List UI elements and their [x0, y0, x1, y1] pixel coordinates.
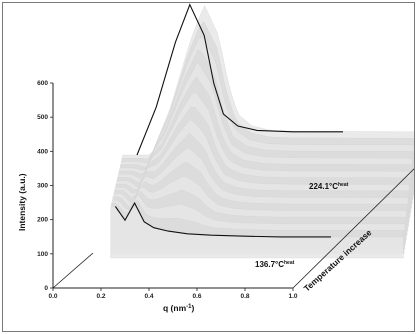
x-tick-label-2: 0.4	[144, 293, 153, 300]
x-axis-title: q (nm-1)	[163, 303, 194, 313]
waterfall-slices	[110, 5, 414, 259]
depth-axis-line	[52, 252, 94, 289]
x-tick-label-0: 0.0	[48, 293, 57, 300]
series-curves	[114, 3, 343, 238]
series-line-0	[114, 201, 331, 238]
series-label-224: 224.1°Cheat	[309, 182, 349, 191]
depth-axis-right-line	[292, 168, 414, 289]
series-line-1	[136, 3, 343, 156]
waterfall-chart: 0 100 200 300 400 500 600 0.0 0.2 0.4 0.6 0.8 1.0 I…	[17, 3, 414, 313]
chart-frame: 0 100 200 300 400 500 600 0.0 0.2 0.4 0.6 0.8 1.0 I…	[2, 2, 415, 332]
x-axis-title-sup: -1	[186, 304, 192, 310]
x-tick-label-4: 0.8	[240, 293, 249, 300]
x-tick-label-5: 1.0	[288, 293, 297, 300]
y-tick-label-4: 400	[37, 148, 48, 155]
x-tick-label-1: 0.2	[96, 293, 105, 300]
y-tick-label-0: 0	[44, 285, 48, 292]
y-tick-label-6: 600	[37, 80, 48, 87]
x-tick-label-3: 0.6	[192, 293, 201, 300]
series-label-136-text: 136.7°C	[255, 260, 284, 269]
series-label-136-sup: heat	[284, 260, 295, 266]
x-axis-title-main: q (nm	[163, 303, 187, 313]
series-label-224-text: 224.1°C	[309, 182, 338, 191]
y-tick-label-3: 300	[37, 183, 48, 190]
y-axis-title: Intensity (a.u.)	[17, 173, 27, 231]
y-ticks: 0 100 200 300 400 500 600	[37, 80, 53, 292]
y-tick-label-5: 500	[37, 114, 48, 121]
x-axis-title-end: )	[191, 303, 194, 313]
series-label-136: 136.7°Cheat	[255, 260, 295, 269]
x-ticks: 0.0 0.2 0.4 0.6 0.8 1.0	[48, 288, 298, 300]
series-label-224-sup: heat	[338, 182, 349, 188]
y-tick-label-1: 100	[37, 251, 48, 258]
y-tick-label-2: 200	[37, 217, 48, 224]
